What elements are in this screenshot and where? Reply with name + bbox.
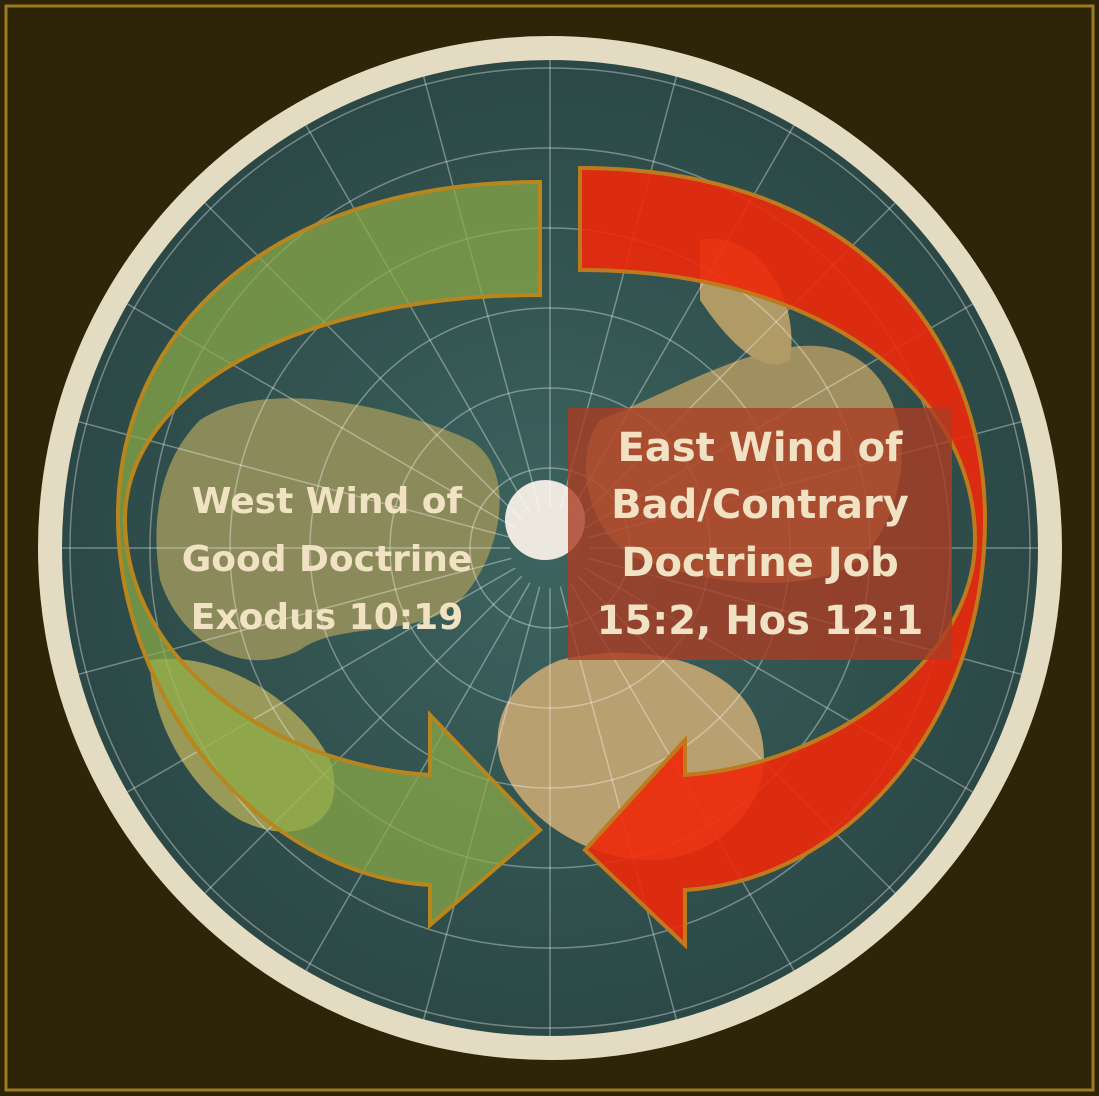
west-label: Good Doctrine <box>182 539 473 580</box>
meridian <box>202 575 523 896</box>
west-label: West Wind of <box>192 481 463 522</box>
arctic <box>505 480 585 560</box>
east-label: East Wind of <box>618 425 904 471</box>
east-label-box <box>568 408 952 660</box>
east-label: 15:2, Hos 12:1 <box>597 598 924 644</box>
west-wind-arrow <box>115 179 543 930</box>
west-label: Exodus 10:19 <box>191 597 464 638</box>
meridian <box>125 567 516 794</box>
meridian <box>304 123 531 514</box>
east-label: Bad/Contrary <box>611 482 909 528</box>
meridian <box>202 200 523 521</box>
north-america <box>156 398 500 661</box>
frame <box>4 4 1095 1092</box>
east-label: Doctrine Job <box>621 540 898 586</box>
east-wind-arrow <box>578 165 988 950</box>
